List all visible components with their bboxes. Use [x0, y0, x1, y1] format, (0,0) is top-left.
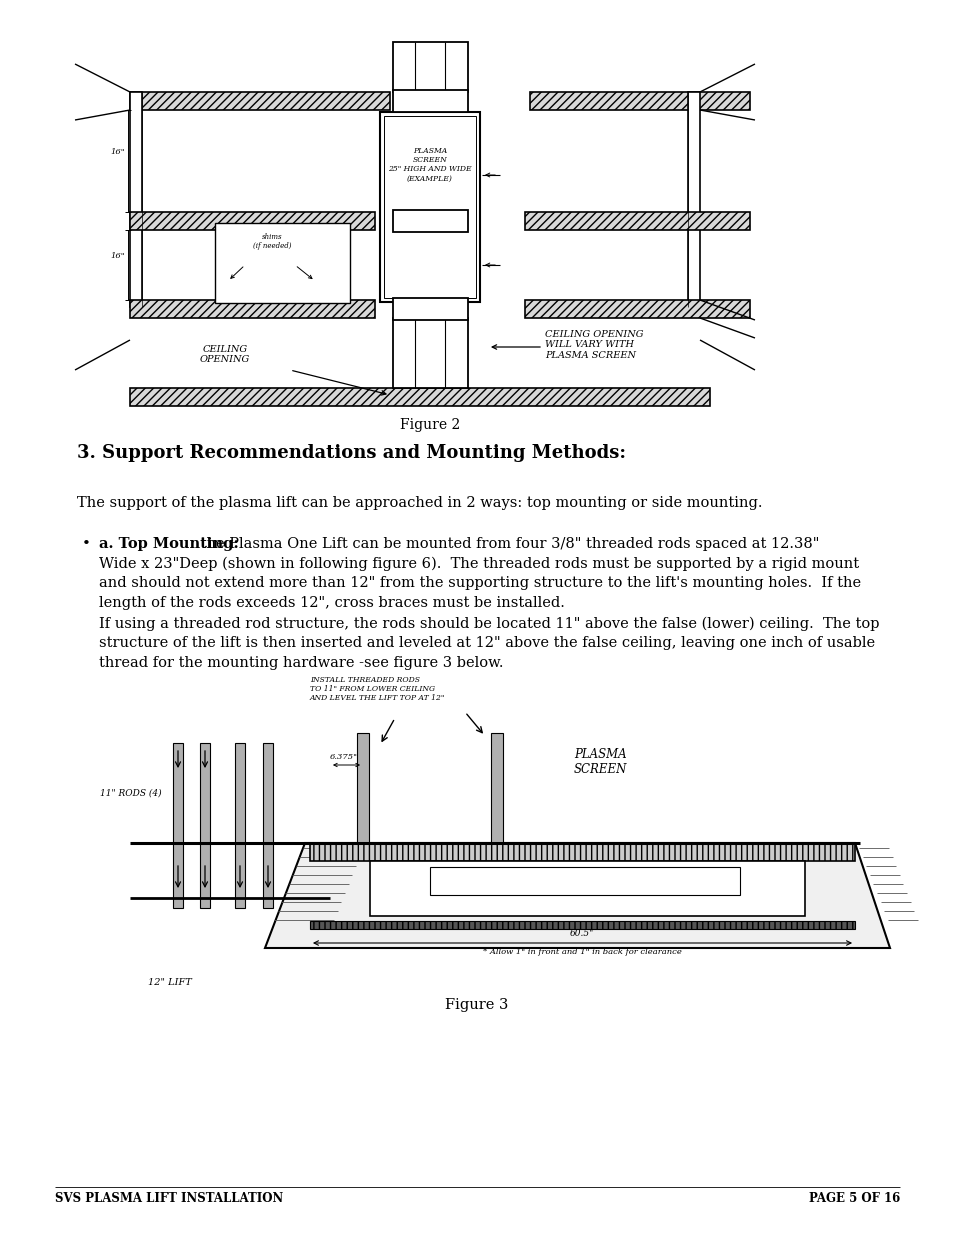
Bar: [200, 844, 210, 908]
Bar: [393, 298, 468, 320]
Text: 16": 16": [111, 252, 125, 261]
Bar: [130, 388, 709, 406]
Text: 6.375": 6.375": [330, 753, 357, 761]
Text: 3. Support Recommendations and Mounting Methods:: 3. Support Recommendations and Mounting …: [77, 445, 625, 462]
Text: INSTALL THREADED RODS
TO 11" FROM LOWER CEILING
AND LEVEL THE LIFT TOP AT 12": INSTALL THREADED RODS TO 11" FROM LOWER …: [310, 676, 445, 703]
Text: a. Top Mounting:: a. Top Mounting:: [99, 537, 238, 551]
Text: CEILING OPENING
WILL VARY WITH
PLASMA SCREEN: CEILING OPENING WILL VARY WITH PLASMA SC…: [544, 330, 643, 359]
Bar: [130, 300, 375, 317]
Text: •: •: [82, 537, 91, 551]
Text: the Plasma One Lift can be mounted from four 3/8" threaded rods spaced at 12.38": the Plasma One Lift can be mounted from …: [195, 537, 819, 551]
Text: Figure 3: Figure 3: [445, 998, 508, 1011]
Text: 16": 16": [111, 148, 125, 156]
Bar: [430, 867, 740, 895]
Text: If using a threaded rod structure, the rods should be located 11" above the fals: If using a threaded rod structure, the r…: [99, 618, 879, 631]
Bar: [234, 743, 245, 844]
Bar: [393, 90, 468, 112]
Bar: [130, 91, 142, 308]
Bar: [530, 91, 749, 110]
Bar: [384, 116, 476, 298]
Bar: [130, 212, 375, 230]
Bar: [310, 844, 854, 861]
Text: CEILING
OPENING: CEILING OPENING: [200, 345, 250, 364]
Bar: [370, 861, 804, 916]
Text: PLASMA
SCREEN
25" HIGH AND WIDE
(EXAMPLE): PLASMA SCREEN 25" HIGH AND WIDE (EXAMPLE…: [388, 147, 472, 183]
Text: SVS PLASMA LIFT INSTALLATION: SVS PLASMA LIFT INSTALLATION: [55, 1192, 283, 1205]
Text: 60.5": 60.5": [569, 929, 594, 939]
Bar: [172, 743, 183, 844]
Text: and should not extend more than 12" from the supporting structure to the lift's : and should not extend more than 12" from…: [99, 576, 861, 590]
Bar: [687, 91, 700, 308]
Bar: [356, 734, 369, 844]
Bar: [310, 921, 854, 929]
Text: PAGE 5 OF 16: PAGE 5 OF 16: [808, 1192, 899, 1205]
Text: thread for the mounting hardware -see figure 3 below.: thread for the mounting hardware -see fi…: [99, 656, 503, 671]
Bar: [524, 212, 749, 230]
Text: structure of the lift is then inserted and leveled at 12" above the false ceilin: structure of the lift is then inserted a…: [99, 636, 874, 651]
Bar: [393, 210, 468, 232]
Bar: [379, 112, 479, 303]
Text: shims
(if needed): shims (if needed): [253, 233, 291, 251]
Bar: [214, 224, 350, 303]
Bar: [172, 844, 183, 908]
Text: length of the rods exceeds 12", cross braces must be installed.: length of the rods exceeds 12", cross br…: [99, 595, 564, 610]
Text: The support of the plasma lift can be approached in 2 ways: top mounting or side: The support of the plasma lift can be ap…: [77, 496, 761, 510]
Bar: [393, 317, 468, 388]
Polygon shape: [265, 844, 889, 948]
Bar: [524, 300, 749, 317]
Bar: [491, 734, 502, 844]
Text: Wide x 23"Deep (shown in following figure 6).  The threaded rods must be support: Wide x 23"Deep (shown in following figur…: [99, 557, 859, 571]
Text: Figure 2: Figure 2: [399, 417, 459, 432]
Text: PLASMA
SCREEN: PLASMA SCREEN: [573, 748, 626, 776]
Bar: [130, 91, 390, 110]
Text: 11" RODS (4): 11" RODS (4): [100, 788, 162, 798]
Bar: [263, 743, 273, 844]
Bar: [393, 42, 468, 91]
Text: 12" LIFT: 12" LIFT: [148, 978, 192, 987]
Bar: [263, 844, 273, 908]
Bar: [234, 844, 245, 908]
Bar: [200, 743, 210, 844]
Text: * Allow 1" in front and 1" in back for clearance: * Allow 1" in front and 1" in back for c…: [482, 948, 680, 956]
